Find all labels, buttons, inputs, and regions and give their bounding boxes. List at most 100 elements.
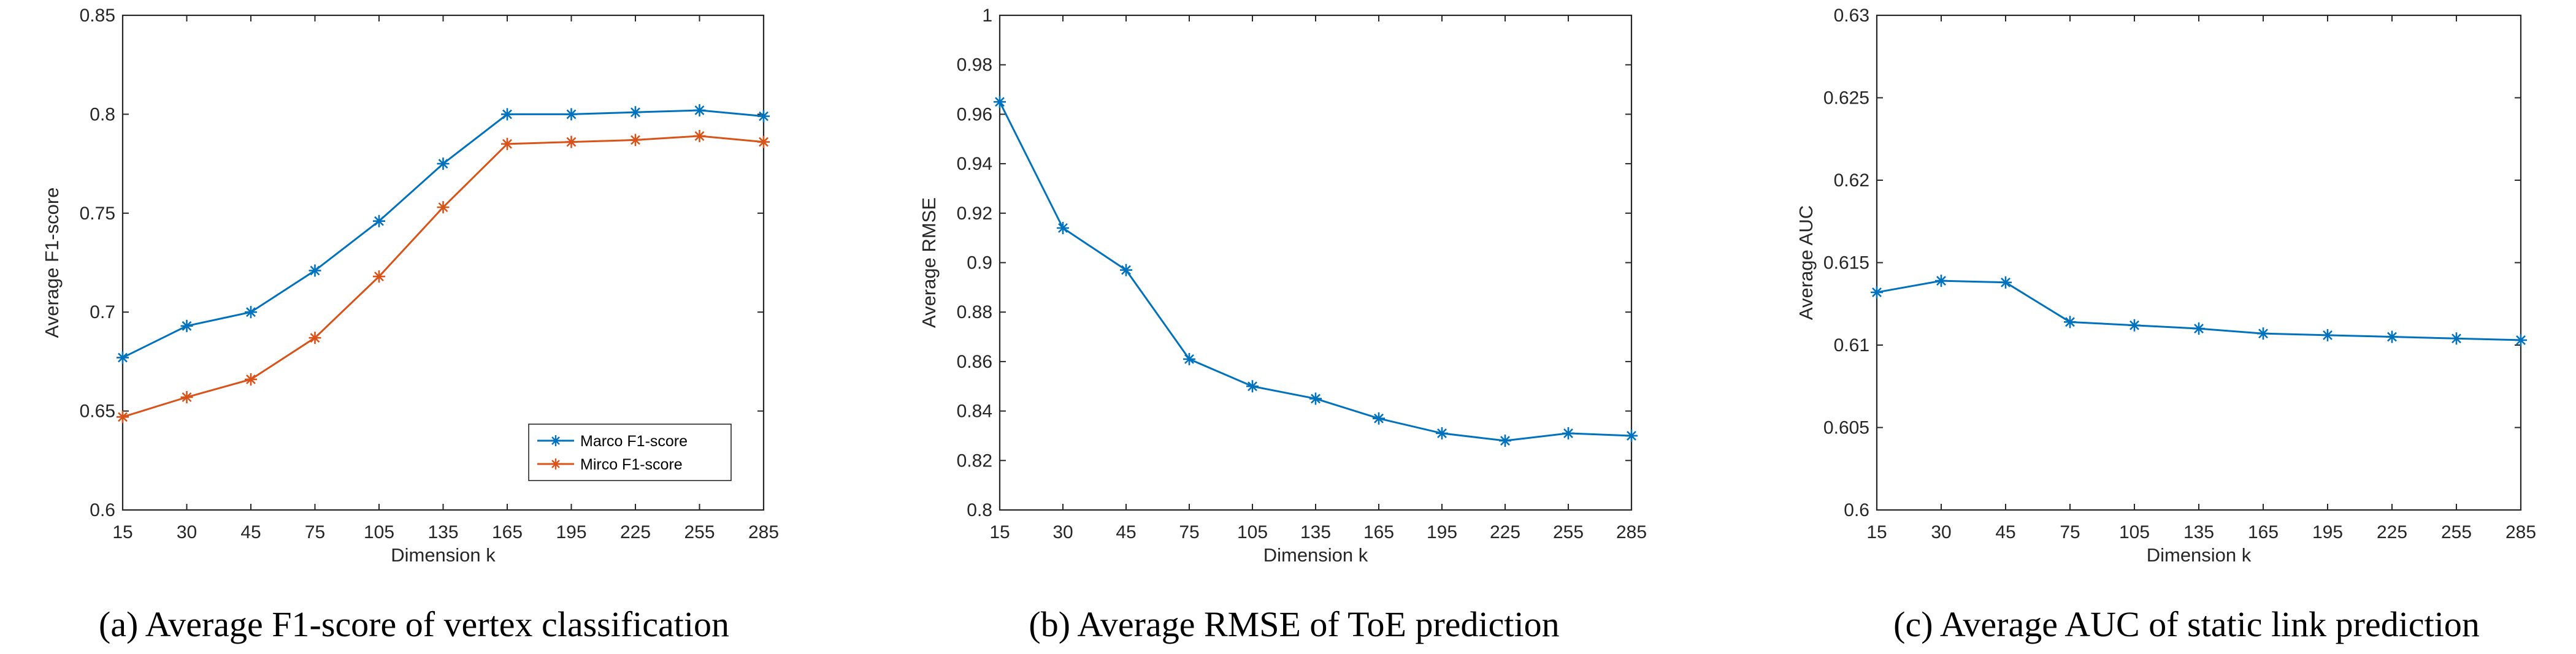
- figure-caption: (a) Average F1-score of vertex classific…: [99, 604, 729, 644]
- x-tick-label: 225: [620, 522, 651, 542]
- x-tick-label: 75: [305, 522, 325, 542]
- data-point: [1935, 275, 1947, 287]
- data-point: [245, 306, 257, 319]
- legend-item: Marco F1-score: [537, 433, 688, 450]
- data-point: [437, 201, 450, 214]
- data-point: [1871, 286, 1883, 298]
- figure-caption: (c) Average AUC of static link predictio…: [1893, 604, 2480, 644]
- data-point: [1625, 429, 1638, 442]
- series-2: [117, 129, 770, 424]
- legend-label: Mirco F1-score: [580, 456, 683, 473]
- y-tick-label: 0.85: [80, 6, 115, 26]
- x-tick-label: 105: [364, 522, 394, 542]
- data-point: [373, 215, 385, 227]
- x-tick-label: 45: [1995, 522, 2015, 542]
- y-tick-label: 0.61: [1834, 335, 1869, 356]
- series-1: [117, 104, 770, 364]
- y-tick-label: 0.625: [1823, 88, 1869, 108]
- x-axis-label: Dimension k: [391, 544, 496, 566]
- data-point: [1183, 352, 1195, 365]
- data-point: [2064, 316, 2076, 329]
- y-axis-label: Average AUC: [1795, 205, 1817, 320]
- x-tick-label: 285: [748, 522, 779, 542]
- data-point: [994, 96, 1006, 108]
- data-point: [757, 135, 770, 148]
- y-tick-label: 0.92: [957, 203, 992, 224]
- x-tick-label: 105: [2119, 522, 2150, 542]
- x-axis-label: Dimension k: [1263, 544, 1368, 566]
- data-point: [437, 158, 450, 170]
- x-tick-label: 255: [684, 522, 715, 542]
- x-tick-label: 45: [240, 522, 261, 542]
- chart-panel-1: 15 30 45 75 105 135 165 195 225 255 285 0.6 0.65 0.7 0…: [41, 6, 779, 644]
- data-point: [2193, 322, 2205, 335]
- data-point: [501, 108, 513, 121]
- y-tick-label: 0.605: [1823, 418, 1869, 438]
- data-point: [2321, 329, 2334, 341]
- x-axis-label: Dimension k: [2147, 544, 2252, 566]
- x-tick-label: 135: [1300, 522, 1331, 542]
- series-1: [1871, 275, 2527, 346]
- x-tick-label: 225: [1490, 522, 1520, 542]
- y-tick-label: 0.7: [90, 302, 115, 322]
- data-point: [1999, 276, 2012, 289]
- x-tick-label: 255: [2441, 522, 2472, 542]
- data-point: [2515, 333, 2527, 346]
- data-point: [757, 110, 770, 123]
- data-point: [693, 129, 706, 142]
- chart-panel-3: 15 30 45 75 105 135 165 195 225 255 285 0.6 0.605 0.6…: [1795, 6, 2536, 644]
- data-point: [2128, 319, 2141, 332]
- figure-caption: (b) Average RMSE of ToE prediction: [1029, 604, 1559, 644]
- y-tick-label: 0.88: [957, 302, 992, 322]
- data-point: [2450, 332, 2463, 345]
- data-point: [565, 135, 578, 148]
- y-tick-label: 0.86: [957, 352, 992, 372]
- data-point: [565, 108, 578, 121]
- data-point: [629, 106, 642, 119]
- series-1: [994, 96, 1638, 447]
- y-tick-label: 0.82: [957, 451, 992, 471]
- data-point: [373, 270, 385, 283]
- y-tick-label: 0.6: [90, 500, 115, 520]
- x-tick-label: 15: [1866, 522, 1887, 542]
- data-point: [1499, 435, 1511, 447]
- legend: Marco F1-score Mirco F1-score: [528, 424, 732, 481]
- y-axis-label: Average F1-score: [41, 188, 63, 338]
- data-point: [1373, 412, 1385, 425]
- x-tick-label: 105: [1237, 522, 1268, 542]
- data-point: [629, 134, 642, 146]
- data-point: [1436, 427, 1448, 439]
- y-tick-label: 0.75: [80, 203, 115, 224]
- x-tick-label: 165: [2248, 522, 2279, 542]
- y-tick-label: 1: [982, 6, 992, 26]
- data-point: [117, 411, 129, 424]
- data-point: [180, 391, 193, 404]
- x-tick-label: 15: [112, 522, 132, 542]
- x-tick-label: 75: [1179, 522, 1199, 542]
- data-point: [309, 264, 321, 277]
- legend-label: Marco F1-score: [580, 433, 688, 450]
- data-point: [1246, 380, 1259, 393]
- y-tick-label: 0.98: [957, 55, 992, 75]
- y-tick-label: 0.62: [1834, 170, 1869, 191]
- x-tick-label: 135: [2183, 522, 2214, 542]
- x-tick-label: 75: [2060, 522, 2080, 542]
- data-point: [309, 332, 321, 344]
- y-tick-label: 0.8: [90, 104, 115, 124]
- x-tick-label: 45: [1116, 522, 1136, 542]
- legend-item: Mirco F1-score: [537, 456, 683, 473]
- y-tick-label: 0.9: [967, 253, 992, 273]
- y-axis-label: Average RMSE: [918, 197, 940, 328]
- plot-area: [999, 14, 1633, 511]
- x-tick-label: 165: [492, 522, 523, 542]
- data-point: [501, 137, 513, 150]
- x-tick-label: 255: [1553, 522, 1584, 542]
- x-tick-label: 225: [2377, 522, 2407, 542]
- y-tick-label: 0.63: [1834, 6, 1869, 26]
- data-point: [2257, 327, 2269, 340]
- chart-panel-2: 15 30 45 75 105 135 165 195 225 255 285 0.8 0.82 0.84…: [918, 6, 1647, 644]
- y-tick-label: 0.6: [1844, 500, 1869, 520]
- data-point: [693, 104, 706, 116]
- y-tick-label: 0.65: [80, 401, 115, 422]
